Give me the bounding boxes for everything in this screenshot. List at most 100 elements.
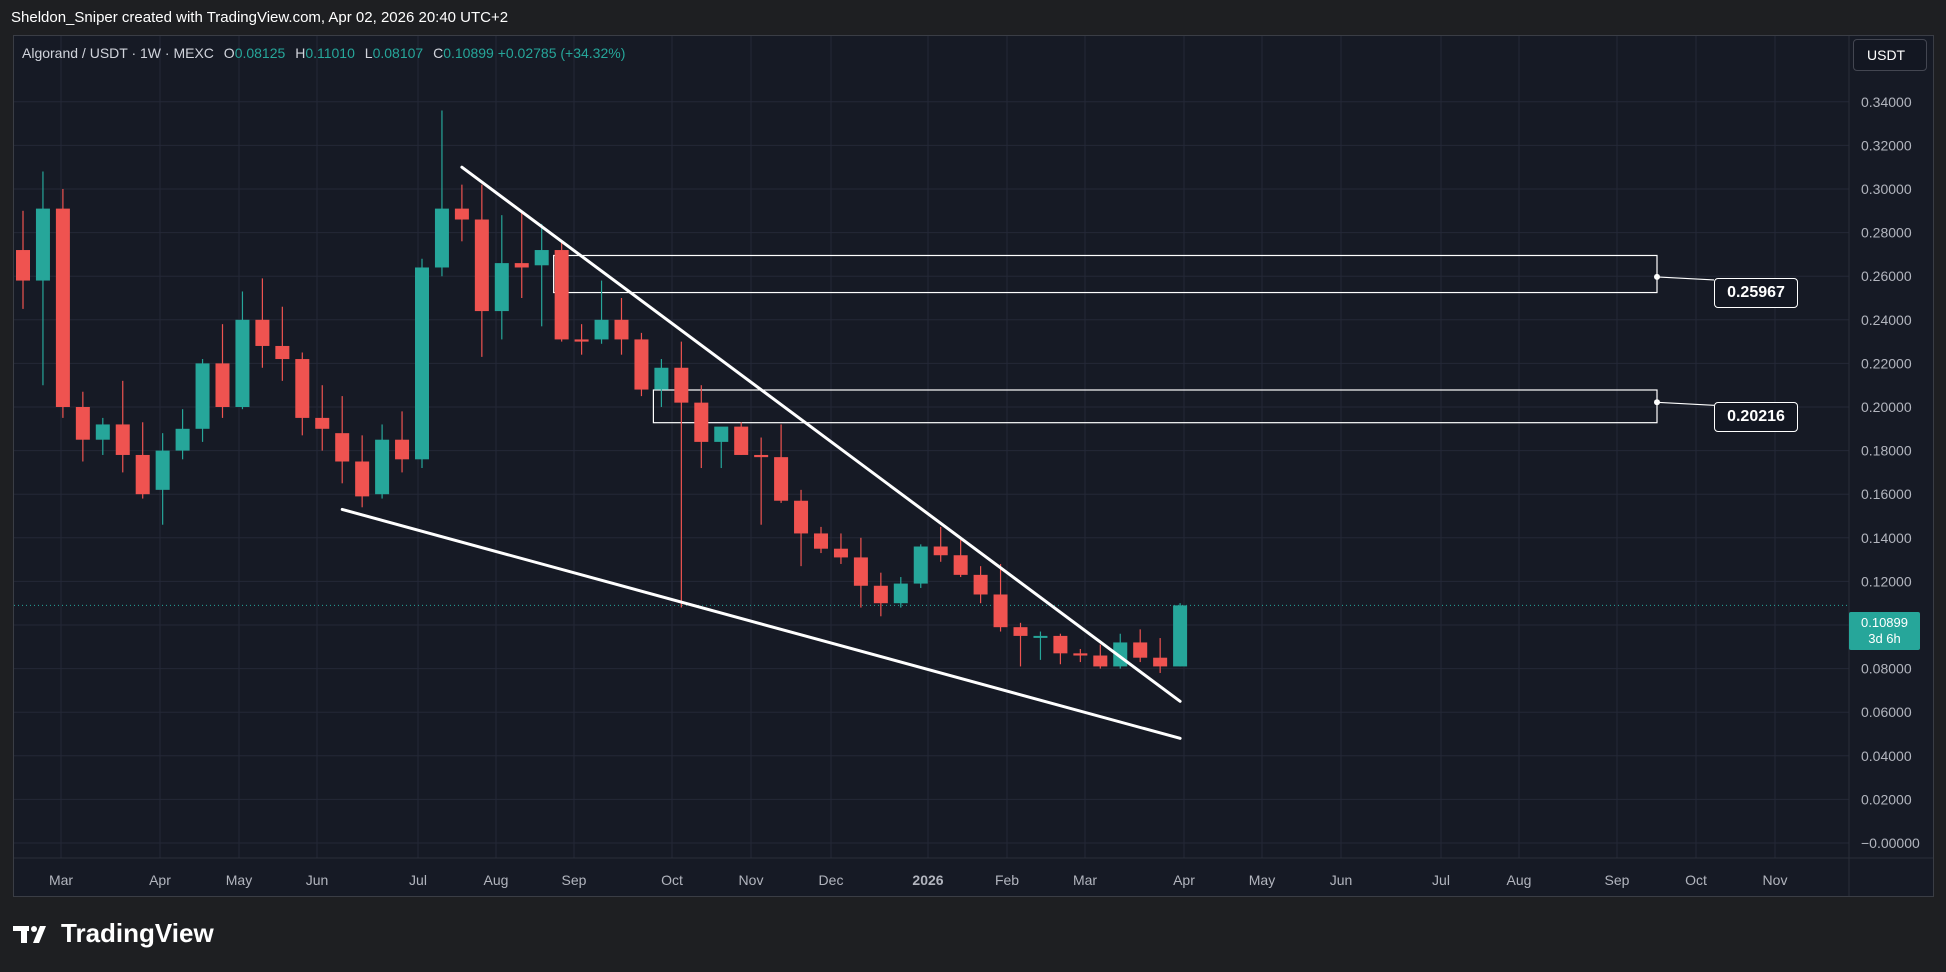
candle-body bbox=[1033, 635, 1048, 638]
close-value: 0.10899 bbox=[443, 45, 494, 61]
candle-body bbox=[1073, 653, 1088, 656]
candle bbox=[1133, 629, 1148, 663]
candle-body bbox=[1133, 642, 1148, 658]
chart-frame[interactable]: 0.34000 0.32000 0.30000 0.28000 0.26000 0.240… bbox=[13, 35, 1934, 897]
tradingview-logo[interactable]: TradingView bbox=[13, 918, 214, 949]
x-tick-label: Nov bbox=[739, 872, 764, 888]
candle bbox=[734, 422, 749, 455]
x-tick-label: Apr bbox=[149, 872, 171, 888]
currency-button[interactable]: USDT bbox=[1853, 39, 1927, 71]
candle-body bbox=[494, 263, 509, 312]
x-tick-label: Sep bbox=[1605, 872, 1630, 888]
candle-body bbox=[933, 546, 948, 556]
candle bbox=[474, 184, 489, 357]
candle bbox=[714, 426, 729, 469]
candle bbox=[1053, 633, 1068, 665]
candle-body bbox=[355, 461, 370, 497]
candle bbox=[275, 306, 290, 381]
candle bbox=[295, 352, 310, 436]
lower-resistance-zone bbox=[652, 389, 1658, 424]
last-price-value: 0.10899 bbox=[1861, 615, 1908, 630]
candle-body bbox=[1053, 635, 1068, 654]
grid bbox=[14, 36, 1849, 858]
candle-body bbox=[1013, 627, 1028, 636]
symbol-legend: Algorand / USDT · 1W · MEXC O0.08125 H0.… bbox=[22, 45, 625, 61]
price-chart[interactable]: 0.34000 0.32000 0.30000 0.28000 0.26000 0.240… bbox=[14, 36, 1933, 896]
candle bbox=[35, 171, 50, 386]
candle bbox=[1113, 633, 1128, 669]
tradingview-logo-icon bbox=[13, 925, 46, 943]
y-tick-label: 0.30000 bbox=[1861, 181, 1912, 197]
x-tick-label: Feb bbox=[995, 872, 1019, 888]
falling-wedge-lower bbox=[340, 507, 1182, 740]
candle-body bbox=[55, 208, 70, 407]
candle bbox=[634, 332, 649, 397]
x-tick-label: Mar bbox=[1073, 872, 1097, 888]
x-tick-label: Jul bbox=[1432, 872, 1450, 888]
candle-body bbox=[853, 557, 868, 586]
candle bbox=[235, 291, 250, 410]
x-tick-label: Oct bbox=[661, 872, 683, 888]
chart-credit: Sheldon_Sniper created with TradingView.… bbox=[11, 9, 509, 26]
y-tick-label: 0.26000 bbox=[1861, 268, 1912, 284]
candle bbox=[1033, 631, 1048, 660]
high-value: 0.11010 bbox=[305, 45, 355, 61]
candle-body bbox=[814, 533, 828, 549]
upper-resistance-zone-anchor bbox=[1654, 273, 1660, 280]
candle-body bbox=[315, 417, 330, 429]
candle-body bbox=[674, 367, 689, 403]
candle-body bbox=[195, 363, 210, 429]
candle bbox=[175, 409, 190, 460]
x-tick-label: Oct bbox=[1685, 872, 1707, 888]
change-value: +0.02785 (+34.32%) bbox=[497, 45, 626, 61]
candle-body bbox=[95, 424, 110, 440]
brand-name: TradingView bbox=[61, 918, 214, 948]
candle-body bbox=[16, 250, 30, 281]
candle bbox=[1173, 603, 1188, 667]
candle bbox=[913, 544, 928, 588]
candle-body bbox=[973, 574, 988, 595]
candle-body bbox=[275, 345, 290, 360]
candle-body bbox=[375, 439, 390, 495]
candle-body bbox=[115, 424, 130, 455]
upper-resistance-zone-connector bbox=[1656, 276, 1715, 281]
candle bbox=[893, 577, 908, 608]
candle-body bbox=[295, 359, 310, 418]
y-tick-label: 0.20000 bbox=[1861, 399, 1912, 415]
candle-body bbox=[554, 250, 569, 340]
candle bbox=[1073, 648, 1088, 663]
x-tick-label: 2026 bbox=[912, 872, 943, 888]
candle-body bbox=[335, 433, 350, 462]
candle bbox=[774, 424, 789, 503]
candle-body bbox=[594, 319, 609, 340]
upper-zone-price-tag: 0.25967 bbox=[1714, 278, 1798, 308]
candle bbox=[1153, 638, 1168, 673]
low-value: 0.08107 bbox=[372, 45, 424, 61]
candle bbox=[514, 210, 529, 298]
candle-body bbox=[654, 367, 669, 390]
x-tick-label: Aug bbox=[484, 872, 509, 888]
x-tick-label: Mar bbox=[49, 872, 73, 888]
candle-body bbox=[215, 363, 230, 407]
candle bbox=[55, 189, 70, 418]
candle-body bbox=[1093, 655, 1108, 667]
y-tick-label: 0.16000 bbox=[1861, 486, 1912, 502]
candle-body bbox=[794, 500, 809, 534]
candle-body bbox=[714, 426, 729, 442]
candle bbox=[335, 396, 350, 484]
candle-body bbox=[913, 546, 928, 584]
candle bbox=[494, 215, 509, 340]
candle-body bbox=[395, 439, 410, 460]
candle bbox=[115, 380, 130, 473]
candle-body bbox=[993, 594, 1008, 628]
candle-body bbox=[754, 454, 769, 458]
bar-countdown: 3d 6h bbox=[1868, 631, 1901, 646]
x-tick-label: Dec bbox=[819, 872, 844, 888]
candle-body bbox=[434, 208, 449, 268]
candle-body bbox=[774, 457, 789, 501]
candle bbox=[814, 526, 828, 554]
candle bbox=[75, 391, 90, 462]
lower-resistance-zone-anchor bbox=[1654, 399, 1660, 406]
y-tick-label: 0.02000 bbox=[1861, 791, 1912, 807]
x-tick-label: Aug bbox=[1507, 872, 1532, 888]
